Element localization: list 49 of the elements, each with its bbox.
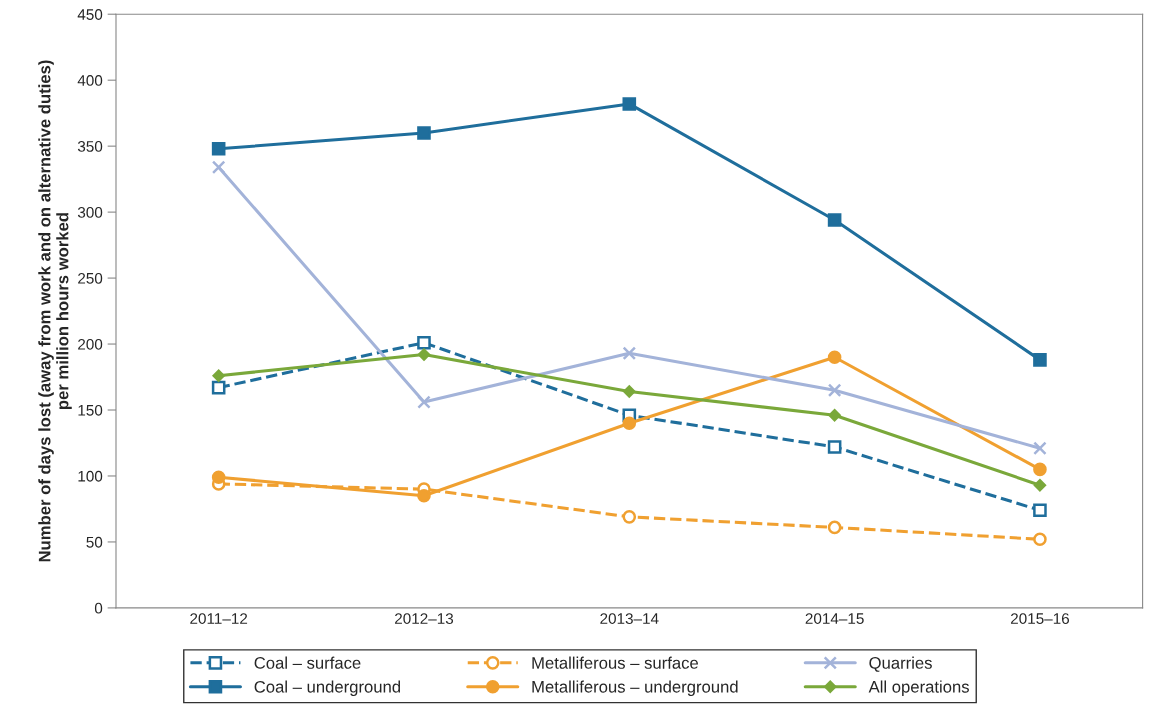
y-tick-label: 300 xyxy=(77,206,103,218)
point xyxy=(827,383,842,398)
legend-label: Coal – underground xyxy=(254,680,401,696)
point xyxy=(827,350,842,365)
legend-label: Quarries xyxy=(869,656,932,672)
y-tick-label: 450 xyxy=(77,9,103,20)
point xyxy=(1033,353,1047,367)
point xyxy=(417,335,431,350)
point xyxy=(828,409,841,422)
legend-label: All operations xyxy=(868,680,969,696)
y-tick-label: 350 xyxy=(77,141,103,152)
point xyxy=(622,97,637,111)
point xyxy=(211,160,226,175)
y-tick-label: 400 xyxy=(77,75,103,86)
y-tick-label: 250 xyxy=(78,272,103,284)
point xyxy=(622,416,637,431)
point xyxy=(417,395,431,409)
point xyxy=(417,488,431,503)
x-tick-label: 2012–13 xyxy=(395,613,454,624)
point xyxy=(1033,479,1047,492)
point xyxy=(622,346,637,361)
point xyxy=(212,369,225,382)
point xyxy=(1033,503,1047,518)
point xyxy=(417,348,431,361)
y-tick-label: 50 xyxy=(86,536,103,548)
point xyxy=(827,520,842,535)
point xyxy=(622,510,637,524)
y-axis-title: Number of days lost (away from work and on alternative duties) per million hours worked xyxy=(38,60,72,562)
point xyxy=(211,141,226,156)
x-tick-label: 2014–15 xyxy=(805,613,864,624)
point xyxy=(827,213,842,227)
point xyxy=(211,380,226,395)
point xyxy=(623,385,636,398)
point xyxy=(1033,462,1047,477)
point xyxy=(417,126,431,140)
x-tick-label: 2015–16 xyxy=(1010,613,1070,624)
y-tick-label: 200 xyxy=(78,338,103,350)
point xyxy=(827,440,842,454)
x-tick-label: 2011–12 xyxy=(190,613,248,624)
y-tick-label: 100 xyxy=(78,470,103,482)
point xyxy=(1033,441,1047,456)
legend-label: Metalliferous – surface xyxy=(532,656,698,669)
point xyxy=(211,470,226,485)
y-tick-label: 0 xyxy=(94,602,103,614)
point xyxy=(1033,532,1047,547)
x-tick-label: 2013–14 xyxy=(600,613,659,624)
legend-label: Metalliferous – underground xyxy=(532,680,738,696)
y-tick-label: 150 xyxy=(78,404,103,416)
legend-label: Coal – surface xyxy=(254,656,361,669)
